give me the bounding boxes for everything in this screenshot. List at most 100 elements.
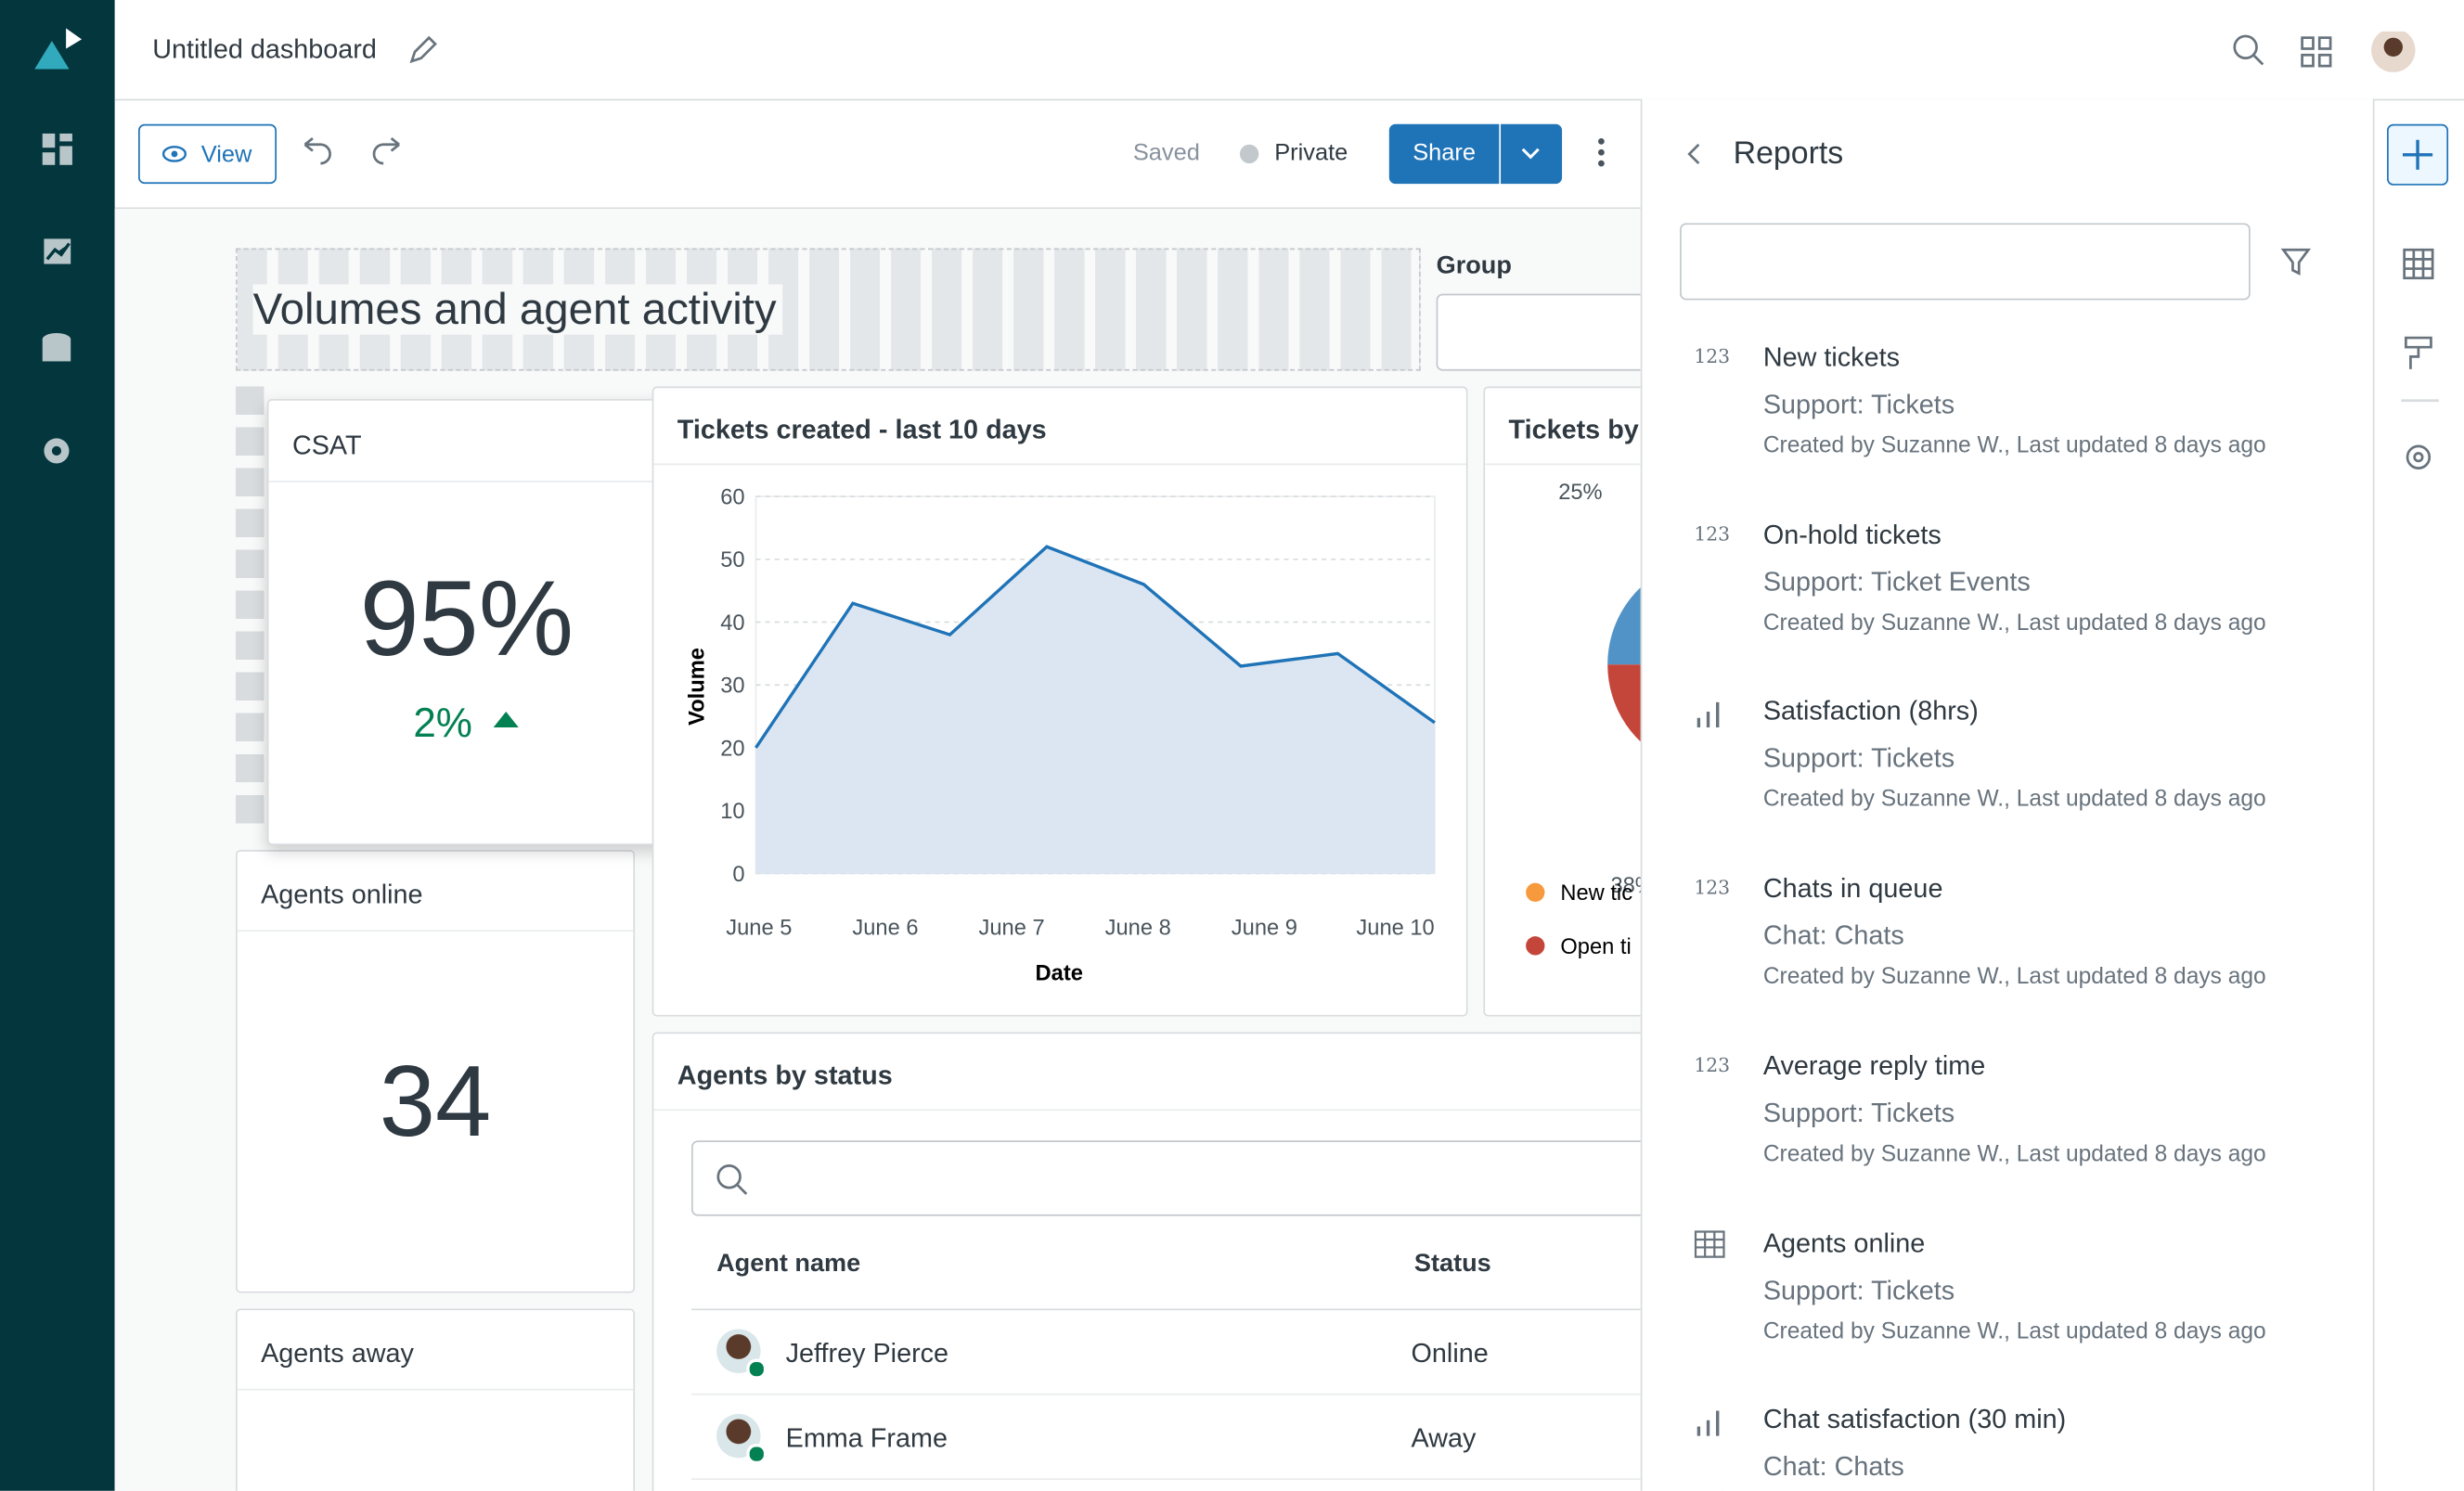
agents-online-card[interactable]: Agents online 34 [235, 850, 636, 1293]
sidebar-icons [34, 28, 83, 464]
reports-search[interactable] [1680, 223, 2251, 301]
chart-title: Tickets by [1508, 415, 1639, 445]
report-meta: Created by Suzanne W., Last updated 8 da… [1762, 611, 2266, 636]
share-menu[interactable] [1501, 123, 1563, 185]
report-item[interactable]: Satisfaction (8hrs) Support: Tickets Creat… [1642, 697, 2372, 854]
report-badge: 123 [1694, 522, 1731, 546]
table-cell: Jeffrey Pierce [785, 1338, 949, 1369]
widget-title: CSAT [291, 430, 362, 461]
y-tick-label: 50 [720, 548, 744, 572]
y-tick-label: 30 [720, 675, 744, 699]
report-meta: Created by Suzanne W., Last updated 8 da… [1762, 433, 2266, 459]
line-chart-card[interactable]: Tickets created - last 10 days 0 10 20 30 40… [651, 386, 1468, 1017]
report-item[interactable]: 123 Chats in queue Chat: Chats Created by S… [1642, 874, 2372, 1031]
x-tick-label: June 8 [1105, 916, 1171, 940]
report-item[interactable]: Agents online Support: Tickets Created by … [1642, 1228, 2372, 1384]
legend-swatch [1526, 936, 1545, 956]
report-source: Support: Ticket Events [1762, 566, 2031, 597]
x-tick-label: June 10 [1356, 916, 1434, 940]
panel-title: Reports [1733, 136, 1844, 172]
up-arrow [493, 712, 519, 727]
dashboard-name[interactable]: Untitled dashboard [152, 34, 377, 65]
back-button[interactable] [1683, 140, 1705, 168]
y-tick-label: 20 [720, 737, 744, 761]
more-menu[interactable] [1592, 135, 1610, 174]
report-title: Chats in queue [1762, 873, 1943, 904]
y-tick-label: 40 [720, 611, 744, 636]
report-source: Chat: Chats [1762, 920, 1904, 951]
report-title: Agents online [1762, 1228, 1926, 1258]
sidebar [0, 0, 115, 1491]
widget-title: Agents by status [677, 1060, 893, 1091]
group-input[interactable] [1436, 293, 1641, 371]
line [755, 545, 1436, 749]
report-title: Chat satisfaction (30 min) [1762, 1405, 2067, 1435]
agents-table-card[interactable]: Agents by status Agent name Status Jeffrey… [651, 1032, 1724, 1491]
report-item[interactable]: Chat satisfaction (30 min)Chat: ChatsCre… [1642, 1405, 2372, 1491]
presence-dot [746, 1358, 768, 1380]
report-meta: Created by Suzanne W., Last updated 8 da… [1762, 1141, 2266, 1167]
share-label: Share [1413, 139, 1476, 167]
divider [691, 1393, 1722, 1395]
icon-shape [1696, 702, 1720, 728]
report-badge: 123 [1694, 876, 1731, 899]
x-tick-label: June 5 [726, 916, 792, 940]
filter-button[interactable] [2280, 247, 2312, 278]
metric-value: 95% [359, 559, 574, 679]
toolbar: View Saved Private Share [114, 100, 1641, 210]
privacy-dot [1239, 144, 1259, 164]
top-bar: Untitled dashboard [114, 0, 2464, 101]
report-source: Support: Tickets [1762, 1275, 1955, 1305]
undo-redo[interactable] [299, 135, 409, 170]
header-icons[interactable] [2230, 31, 2450, 72]
legend-label: Open ti [1560, 935, 1631, 959]
share-button[interactable]: Share [1388, 123, 1500, 185]
y-tick-label: 10 [720, 800, 744, 824]
table-search[interactable] [691, 1140, 1722, 1216]
report-meta: Created by Suzanne W., Last updated 8 da… [1762, 1318, 2266, 1344]
y-tick-label: 60 [720, 486, 744, 510]
y-axis-label: Volume [686, 648, 710, 726]
metric-change: 2% [413, 699, 472, 747]
widget-title: Agents away [261, 1338, 414, 1369]
line-chart: 0 10 20 30 40 50 60 June 5 June 6 June 7 June 8 Jun… [686, 486, 1436, 986]
saved-status: Saved [1132, 139, 1200, 167]
agents-away-card[interactable]: Agents away [235, 1308, 636, 1491]
x-tick-label: June 7 [979, 916, 1045, 940]
privacy-status[interactable]: Private [1274, 139, 1348, 167]
report-badge: 123 [1694, 1053, 1731, 1076]
report-title: Satisfaction (8hrs) [1762, 696, 1979, 726]
x-tick-label: June 6 [852, 916, 918, 940]
report-item[interactable]: 123 Average reply time Support: Tickets Cre… [1642, 1050, 2372, 1207]
view-label: View [200, 141, 252, 169]
column-header: Status [1413, 1250, 1491, 1278]
report-badge: 123 [1694, 345, 1731, 368]
title-block[interactable]: Volumes and agent activity [235, 248, 1421, 371]
table-cell: Away [1411, 1423, 1477, 1454]
column-header: Agent name [716, 1250, 861, 1278]
add-button[interactable] [2387, 123, 2449, 186]
slice-label: 25% [1558, 481, 1602, 505]
edit-icon[interactable] [407, 34, 439, 66]
group-label: Group [1436, 252, 1512, 280]
report-meta: Created by Suzanne W., Last updated 8 da… [1762, 787, 2266, 814]
chart-title: Tickets created - last 10 days [677, 415, 1047, 445]
report-title: New tickets [1762, 342, 1900, 373]
report-item[interactable]: 123 On-hold tickets Support: Ticket Events… [1642, 520, 2372, 676]
metric-value: 34 [379, 1045, 492, 1158]
icon-shape [1694, 1229, 1725, 1257]
rail-icons[interactable] [2401, 247, 2439, 623]
x-tick-label: June 9 [1232, 916, 1297, 940]
report-item[interactable]: 123 New tickets Support: Tickets Created by… [1642, 342, 2372, 499]
table-cell: Online [1411, 1338, 1489, 1369]
report-meta: Created by Suzanne W., Last updated 8 da… [1762, 964, 2266, 990]
report-title: On-hold tickets [1762, 519, 1942, 550]
y-tick-label: 0 [732, 863, 744, 887]
report-icon [1696, 702, 1720, 728]
view-button[interactable]: View [138, 123, 277, 185]
placeholder-strip [235, 386, 264, 827]
report-source: Support: Tickets [1762, 743, 1955, 774]
divider [691, 1478, 1722, 1481]
csat-card[interactable]: CSAT 95% 2% [266, 399, 666, 845]
